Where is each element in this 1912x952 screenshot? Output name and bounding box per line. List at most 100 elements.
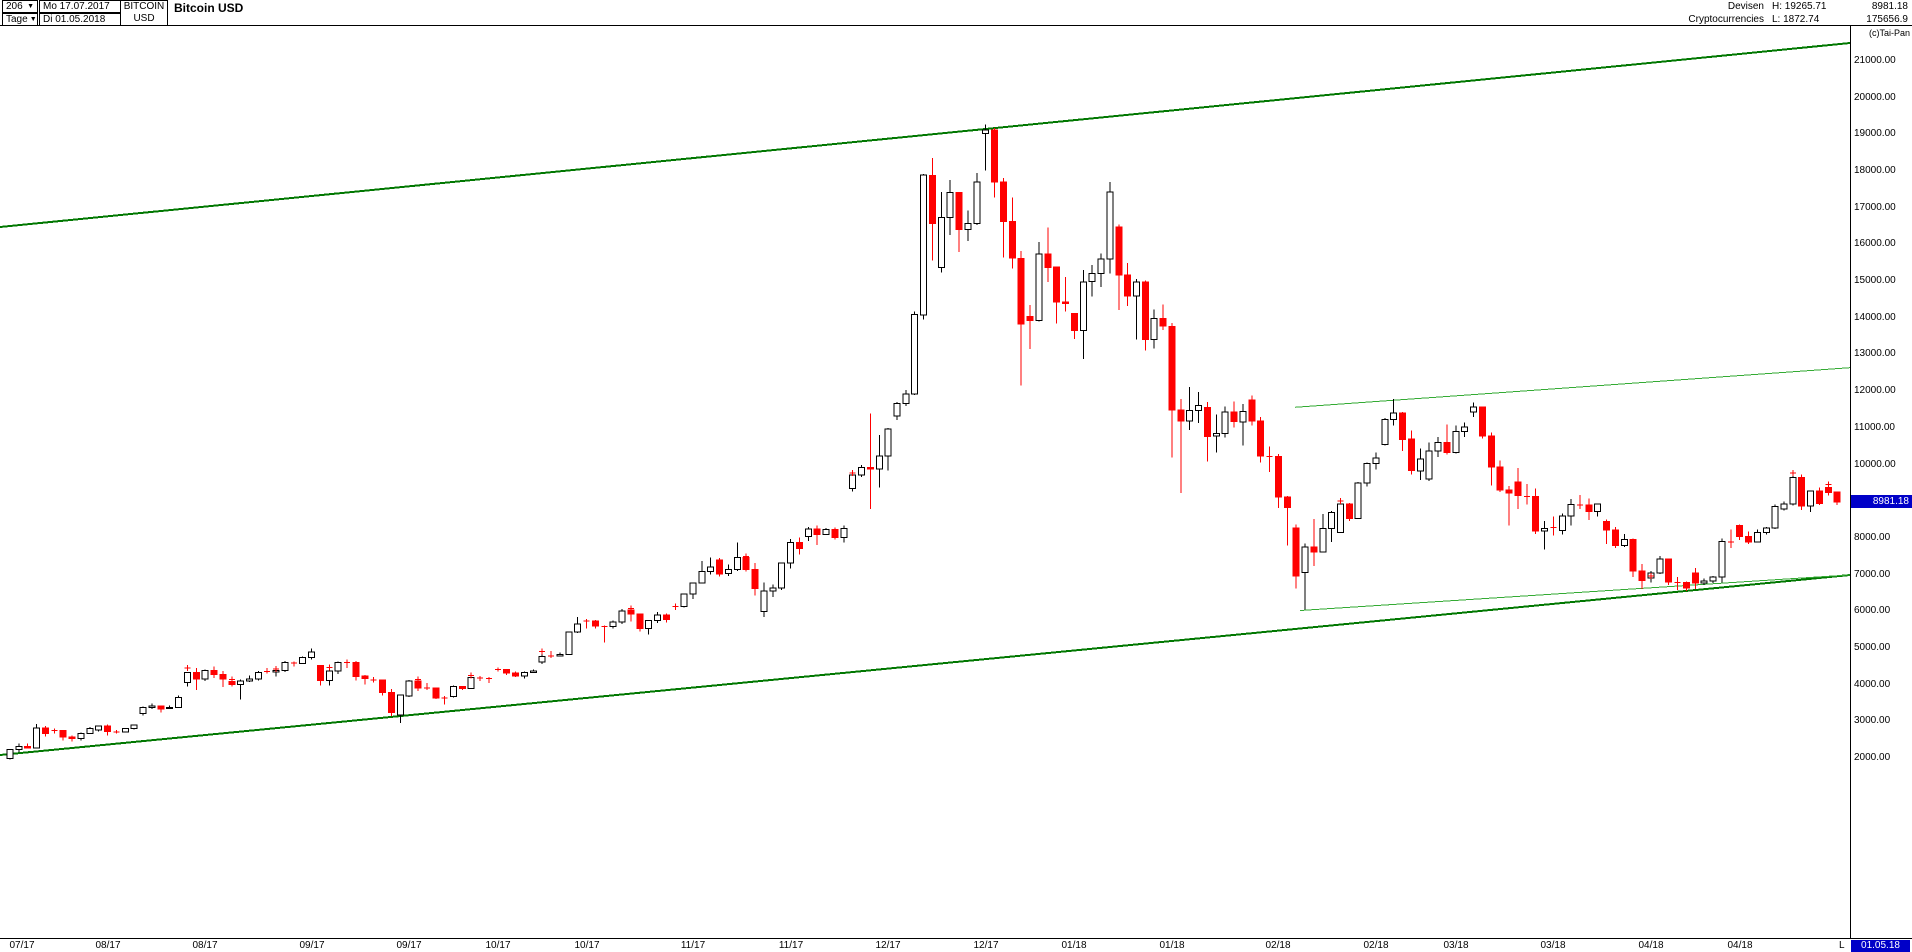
candle	[1390, 399, 1398, 426]
date-axis-label: 02/18	[1363, 940, 1389, 951]
date-axis-label: 11/17	[680, 940, 706, 951]
candle	[813, 525, 821, 546]
bars-count-select[interactable]: 206 ▼	[2, 0, 38, 13]
candle	[183, 672, 191, 687]
period-select[interactable]: Tage ▼	[2, 13, 38, 26]
candle	[911, 311, 919, 395]
candle	[849, 473, 857, 492]
candle	[1141, 280, 1149, 351]
price-axis-label: 3000.00	[1854, 715, 1891, 726]
candle	[95, 725, 103, 732]
price-axis-label: 2000.00	[1854, 752, 1891, 763]
end-date-field[interactable]: Di 01.05.2018	[39, 13, 121, 26]
period-value: Tage	[6, 14, 28, 25]
candle	[583, 619, 590, 629]
candle	[15, 743, 23, 752]
candle	[458, 685, 466, 690]
candle	[485, 677, 492, 684]
candle	[662, 613, 670, 623]
candle	[68, 735, 76, 742]
candle	[121, 728, 129, 733]
candle	[1470, 402, 1478, 418]
candle	[822, 528, 830, 536]
candle	[370, 676, 377, 683]
candle	[1257, 416, 1265, 463]
candle	[1097, 253, 1105, 287]
trendline[interactable]	[1299, 574, 1850, 611]
date-axis-label: 02/18	[1265, 940, 1291, 951]
candle	[245, 675, 253, 682]
candle	[1656, 555, 1664, 574]
candle	[1807, 490, 1815, 512]
candle	[1416, 448, 1424, 480]
candle	[344, 659, 351, 669]
date-axis-label: 10/17	[485, 940, 511, 951]
copyright-label: (c)Tai-Pan	[1868, 28, 1910, 38]
volume-value: 175656.9	[1866, 14, 1908, 25]
chart-plot-area[interactable]	[0, 26, 1850, 938]
date-axis-label: 08/17	[192, 940, 218, 951]
candle	[1487, 432, 1495, 486]
candle	[654, 611, 662, 623]
candle	[1665, 558, 1673, 586]
price-axis[interactable]: (c)Tai-Pan 8981.18 21000.00 20000.00 19000…	[1850, 26, 1912, 938]
candle	[113, 730, 120, 734]
start-date-field[interactable]: Mo 17.07.2017	[39, 0, 121, 13]
candle	[733, 542, 741, 571]
candle	[130, 724, 138, 730]
trendline[interactable]	[0, 574, 1850, 756]
candle	[1008, 197, 1016, 269]
candle	[804, 527, 812, 542]
candle	[1718, 538, 1726, 583]
candle	[556, 652, 564, 657]
candle	[1345, 503, 1353, 522]
candle	[432, 687, 440, 699]
candle	[1736, 524, 1744, 540]
candle	[1594, 503, 1602, 517]
candle	[1558, 513, 1566, 535]
candle	[104, 724, 112, 736]
candle	[51, 728, 58, 734]
candle	[1328, 510, 1336, 543]
price-axis-label: 21000.00	[1854, 55, 1896, 66]
candle	[210, 666, 218, 678]
candle	[787, 539, 795, 569]
trendline[interactable]	[0, 42, 1850, 228]
candle	[352, 660, 360, 681]
candle	[308, 648, 316, 660]
candle	[1753, 529, 1761, 543]
candle	[999, 177, 1007, 258]
candle	[1745, 531, 1753, 544]
price-axis-label: 10000.00	[1854, 459, 1896, 470]
candle	[450, 685, 457, 698]
candle	[290, 661, 297, 667]
candle	[1603, 519, 1611, 545]
candle	[751, 563, 759, 596]
candle	[769, 584, 777, 598]
candle	[1771, 504, 1779, 529]
candle	[1514, 468, 1522, 509]
candle	[494, 667, 501, 672]
candle	[636, 613, 644, 632]
category-block: Devisen Cryptocurrencies	[1660, 0, 1764, 26]
candle	[1248, 395, 1256, 426]
date-axis[interactable]: L 01.05.18 07/17 08/17 08/17 09/17 09/17 10/1…	[0, 938, 1912, 952]
date-axis-label: 07/17	[9, 940, 35, 951]
candle	[1434, 436, 1442, 457]
candle	[840, 525, 848, 543]
symbol-box[interactable]: BITCOIN USD	[120, 0, 168, 26]
date-axis-label: 04/18	[1727, 940, 1753, 951]
end-date-value: Di 01.05.2018	[43, 14, 106, 25]
candle	[237, 679, 245, 700]
candle	[1319, 514, 1327, 553]
candle	[1576, 494, 1583, 510]
candle	[1523, 484, 1530, 505]
price-axis-label: 7000.00	[1854, 569, 1891, 580]
candle	[1638, 563, 1646, 590]
date-axis-label: 03/18	[1443, 940, 1469, 951]
trendline[interactable]	[1294, 367, 1850, 408]
candle	[1159, 304, 1167, 331]
candle	[1789, 473, 1797, 506]
price-axis-label: 6000.00	[1854, 605, 1891, 616]
candle	[1682, 581, 1690, 591]
